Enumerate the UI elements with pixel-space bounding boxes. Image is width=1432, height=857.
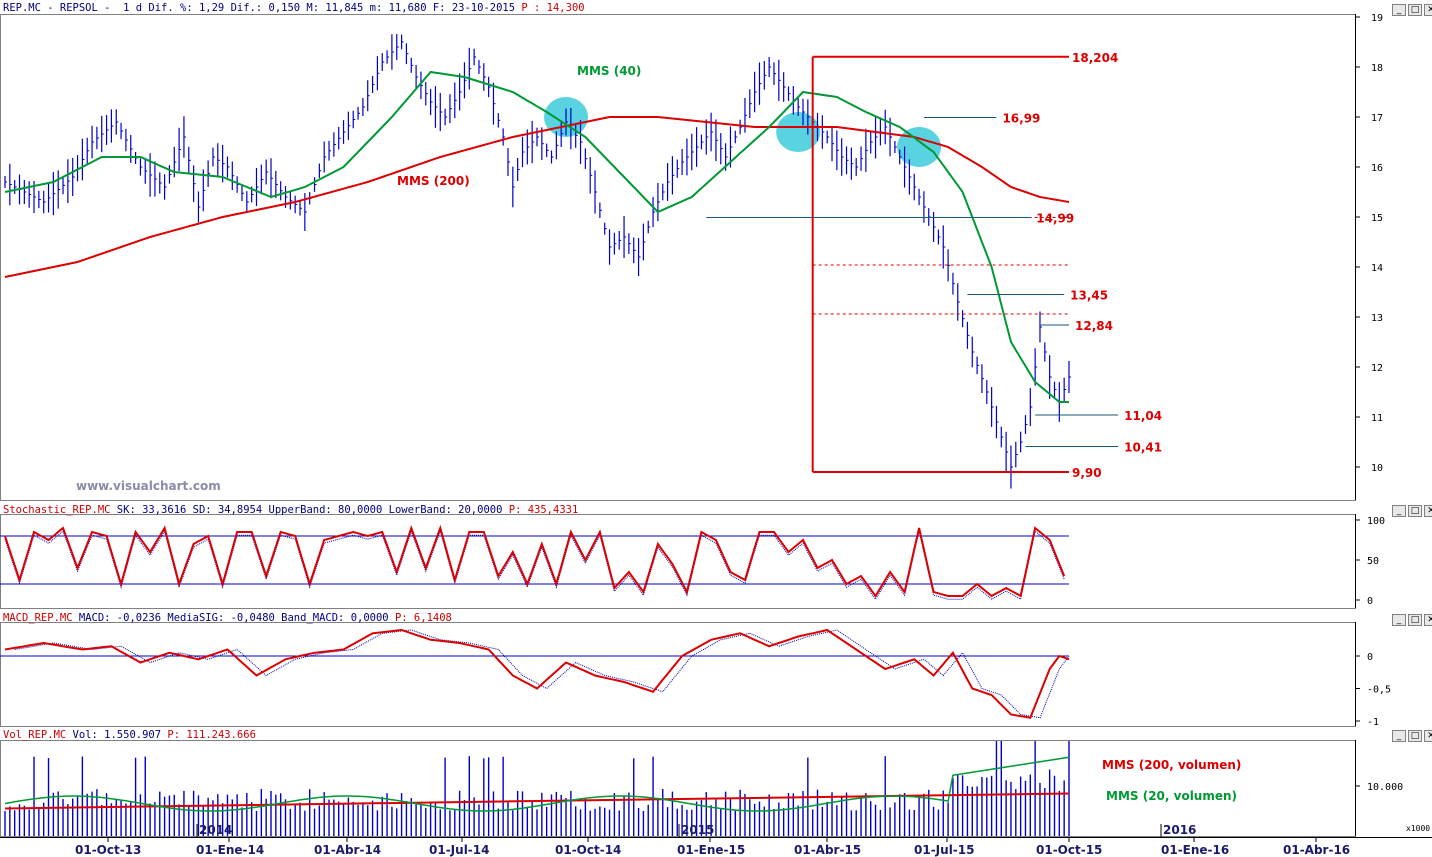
- level-label: 16,99: [1002, 112, 1040, 126]
- stoch-price: P: 435,4331: [508, 504, 579, 516]
- stoch-tick-label: 100: [1367, 516, 1385, 527]
- macd-info: MACD: -0,0236 MediaSIG: -0,0480 Band_MAC…: [78, 612, 389, 624]
- panel-frame-macd: [0, 622, 1356, 727]
- price-tick-label: 11: [1371, 413, 1383, 424]
- x-tick-label: 01-Oct-14: [555, 843, 621, 857]
- level-label: 18,204: [1072, 51, 1118, 65]
- mms40-label: MMS (40): [577, 64, 641, 78]
- stoch-tick-label: 50: [1367, 556, 1379, 567]
- vol-header: Vol_REP.MC Vol: 1.550.907 P: 111.243.666: [3, 729, 256, 741]
- vol-tick-label: 10.000: [1367, 782, 1403, 793]
- x-tick-label: 01-Ene-14: [196, 843, 264, 857]
- price-tick-label: 19: [1371, 13, 1383, 24]
- vol-multiplier: x1000: [1406, 824, 1430, 833]
- minimize-button[interactable]: _: [1392, 4, 1406, 16]
- x-tick-label: 01-Abr-16: [1283, 843, 1350, 857]
- minimize-button[interactable]: _: [1392, 730, 1406, 742]
- level-label: 10,41: [1124, 441, 1162, 455]
- maximize-button[interactable]: □: [1408, 4, 1422, 16]
- year-label: 2016: [1163, 823, 1196, 837]
- x-tick-label: 01-Abr-15: [794, 843, 861, 857]
- macd-header: MACD_REP.MC MACD: -0,0236 MediaSIG: -0,0…: [3, 612, 452, 624]
- vol-mms20-line: [4, 756, 1070, 812]
- minimize-button[interactable]: _: [1392, 614, 1406, 626]
- macd-name: MACD_REP.MC: [3, 612, 73, 624]
- vol-name: Vol_REP.MC: [3, 729, 67, 741]
- maximize-button[interactable]: □: [1408, 730, 1422, 742]
- crossover-highlight: [776, 112, 821, 152]
- vol-mms20-label: MMS (20, volumen): [1106, 789, 1237, 803]
- mms200-line: [4, 116, 1070, 278]
- main-info: REP.MC - REPSOL - 1 d Dif. %: 1,29 Dif.:…: [3, 2, 516, 14]
- mms40-line: [4, 70, 1069, 403]
- vol-mms200-label: MMS (200, volumen): [1102, 758, 1241, 772]
- price-tick-label: 18: [1371, 63, 1383, 74]
- x-tick-label: 01-Ene-15: [677, 843, 745, 857]
- year-label: 2015: [681, 823, 714, 837]
- minimize-button[interactable]: _: [1392, 505, 1406, 517]
- x-tick-label: 01-Abr-14: [314, 843, 381, 857]
- level-label: 11,04: [1124, 409, 1162, 423]
- vol-info: Vol: 1.550.907: [72, 729, 162, 741]
- maximize-button[interactable]: □: [1408, 614, 1422, 626]
- stoch-window-buttons: _ □ ✕: [1392, 505, 1432, 517]
- volume-bars: [4, 741, 1070, 836]
- stoch-sk-line: [4, 524, 1066, 598]
- price-tick-label: 15: [1371, 213, 1383, 224]
- x-tick-label: 01-Jul-15: [914, 843, 974, 857]
- maximize-button[interactable]: □: [1408, 505, 1422, 517]
- close-button[interactable]: ✕: [1424, 730, 1432, 742]
- main-window-buttons: _ □ ✕: [1392, 4, 1432, 16]
- stoch-name: Stochastic_REP.MC: [3, 504, 111, 516]
- macd-price: P: 6,1408: [394, 612, 452, 624]
- price-tick-label: 13: [1371, 313, 1383, 324]
- level-label: 9,90: [1072, 466, 1102, 480]
- price-tick-label: 17: [1371, 113, 1383, 124]
- stoch-sd-line: [4, 529, 1065, 601]
- main-chart-header: REP.MC - REPSOL - 1 d Dif. %: 1,29 Dif.:…: [3, 2, 585, 14]
- macd-tick-label: -0,5: [1367, 685, 1391, 696]
- x-tick-label: 01-Oct-15: [1036, 843, 1102, 857]
- level-label: 13,45: [1070, 289, 1108, 303]
- close-button[interactable]: ✕: [1424, 614, 1432, 626]
- x-tick-label: 01-Oct-13: [75, 843, 141, 857]
- vol-price: P: 111.243.666: [167, 729, 256, 741]
- level-label: 12,84: [1075, 319, 1113, 333]
- mms200-label: MMS (200): [397, 174, 470, 188]
- macd-line: [4, 628, 1070, 719]
- stoch-header: Stochastic_REP.MC SK: 33,3616 SD: 34,895…: [3, 504, 578, 516]
- close-button[interactable]: ✕: [1424, 505, 1432, 517]
- price-tick-label: 16: [1371, 163, 1383, 174]
- close-button[interactable]: ✕: [1424, 4, 1432, 16]
- macd-tick-label: -1: [1367, 717, 1379, 728]
- price-tick-label: 12: [1371, 363, 1383, 374]
- panel-frame-stoch: [0, 514, 1356, 609]
- stoch-tick-label: 0: [1367, 596, 1373, 607]
- watermark: www.visualchart.com: [76, 479, 221, 493]
- vol-window-buttons: _ □ ✕: [1392, 730, 1432, 742]
- macd-window-buttons: _ □ ✕: [1392, 614, 1432, 626]
- macd-signal-line: [14, 629, 1070, 719]
- main-price: P : 14,300: [521, 2, 585, 14]
- x-tick-label: 01-Jul-14: [429, 843, 489, 857]
- level-label: 14,99: [1036, 212, 1074, 226]
- year-label: 2014: [199, 823, 232, 837]
- macd-tick-label: 0: [1367, 652, 1373, 663]
- panel-frame-main: [0, 14, 1356, 501]
- price-tick-label: 10: [1371, 463, 1383, 474]
- x-tick-label: 01-Ene-16: [1161, 843, 1229, 857]
- stoch-info: SK: 33,3616 SD: 34,8954 UpperBand: 80,00…: [116, 504, 503, 516]
- price-bars: [4, 34, 1071, 489]
- price-tick-label: 14: [1371, 263, 1383, 274]
- crossover-highlight: [897, 127, 942, 167]
